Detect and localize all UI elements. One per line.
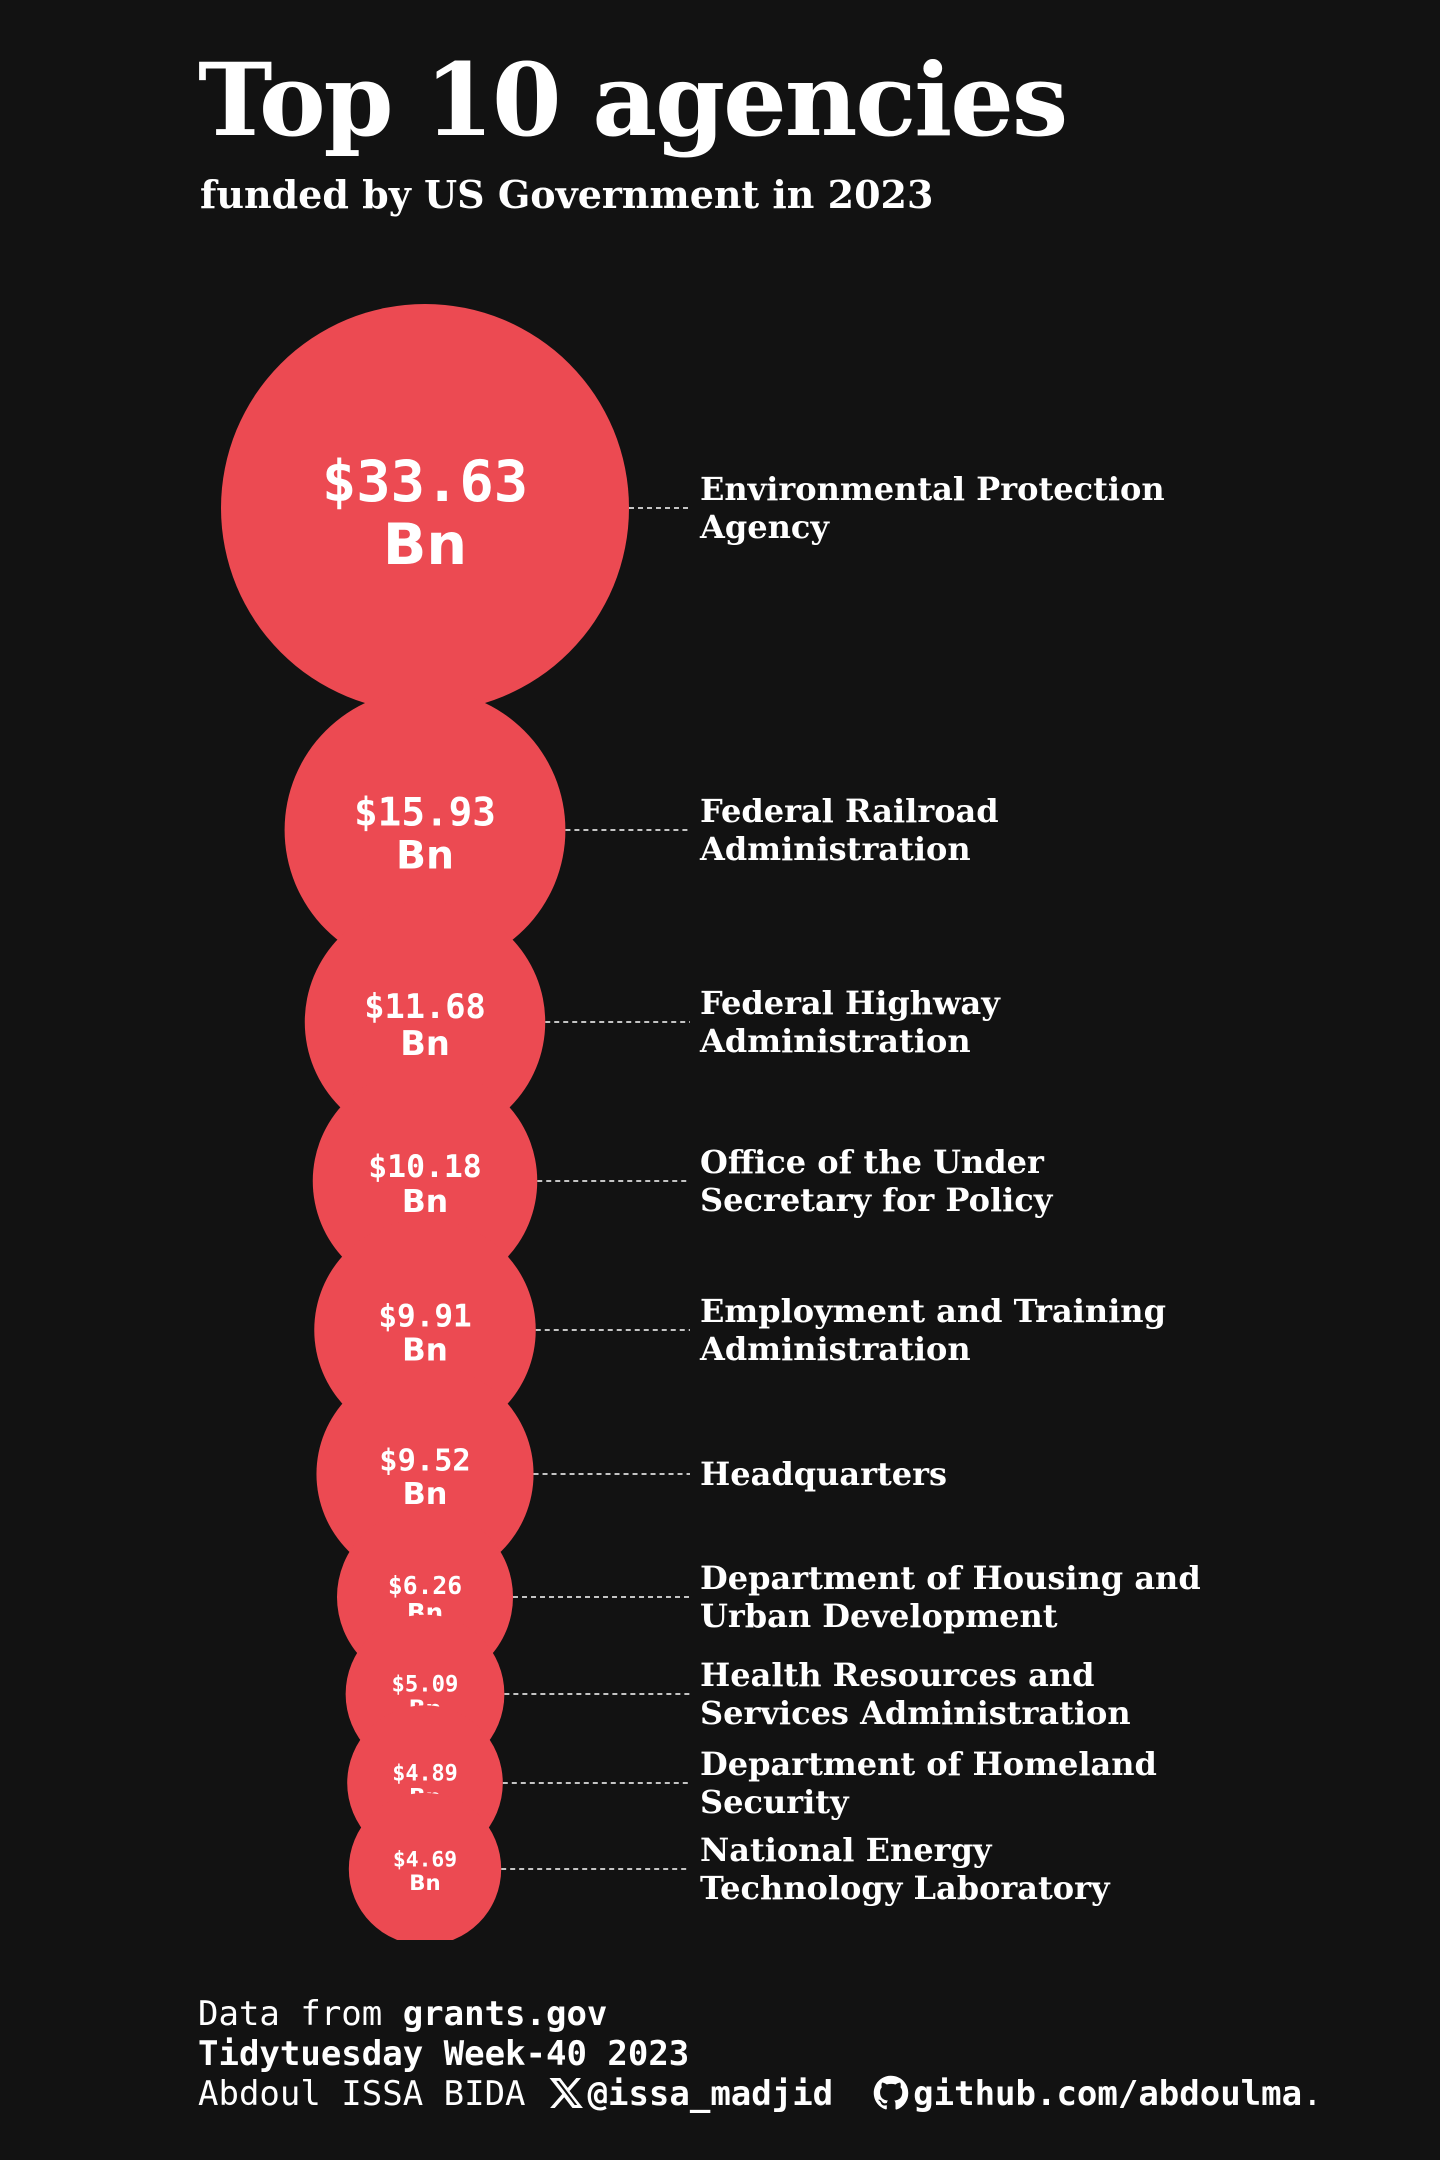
agency-label-line: Secretary for Policy xyxy=(700,1181,1054,1219)
bubble-unit-label: Bn xyxy=(403,1477,448,1512)
bubble-value-label: $10.18 xyxy=(368,1149,481,1185)
agency-label: Department of Homeland Security xyxy=(700,1745,1157,1821)
footer-credits: Abdoul ISSA BIDA @issa_madjid github.com… xyxy=(198,2074,1323,2114)
agency-label: Environmental Protection Agency xyxy=(699,470,1165,546)
bubble-value-label: $9.91 xyxy=(378,1298,471,1334)
source-link[interactable]: grants.gov xyxy=(402,1994,608,2034)
agency-label-line: Employment and Training xyxy=(700,1292,1166,1330)
agency-label: Employment and Training Administration xyxy=(699,1292,1166,1368)
agency-label-line: Health Resources and xyxy=(700,1656,1094,1694)
agency-label-line: Office of the Under xyxy=(700,1143,1045,1181)
footer-event: Tidytuesday Week-40 2023 xyxy=(198,2034,1323,2074)
x-logo-icon xyxy=(548,2075,586,2113)
agency-label: Federal Railroad Administration xyxy=(699,792,999,868)
agency-label: National Energy Technology Laboratory xyxy=(700,1831,1111,1907)
bubble-unit-label: Bn xyxy=(402,1184,448,1220)
bubble-unit-label: Bn xyxy=(383,512,467,578)
bubble-value-label: $33.63 xyxy=(322,449,528,515)
bubble xyxy=(284,689,566,971)
footer-source: Data from grants.gov xyxy=(198,1994,1323,2034)
twitter-handle[interactable]: @issa_madjid xyxy=(587,2074,834,2114)
bubble-value-label: $15.93 xyxy=(354,790,496,835)
bubble-unit-label: Bn xyxy=(400,1024,450,1063)
agency-label-line: Agency xyxy=(699,508,830,546)
chart-subtitle: funded by US Government in 2023 xyxy=(200,172,934,217)
event-label: Tidytuesday Week-40 2023 xyxy=(198,2034,690,2074)
bubble xyxy=(221,304,629,712)
agency-label-line: National Energy xyxy=(700,1831,993,1869)
agency-label-line: Federal Highway xyxy=(700,984,1001,1022)
agency-label: Department of Housing and Urban Developme… xyxy=(700,1559,1201,1635)
source-prefix: Data from xyxy=(198,1994,403,2034)
agency-label-line: Technology Laboratory xyxy=(700,1869,1111,1907)
bubble xyxy=(304,901,546,1143)
agency-label-line: Administration xyxy=(699,1330,971,1368)
agency-label-line: Department of Housing and xyxy=(700,1559,1201,1597)
agency-label-line: Headquarters xyxy=(700,1455,947,1493)
agency-label-line: Services Administration xyxy=(700,1694,1131,1732)
agency-label: Health Resources and Services Administrat… xyxy=(700,1656,1131,1732)
bubble-unit-label: Bn xyxy=(396,834,454,879)
agency-label: Headquarters xyxy=(700,1455,947,1493)
github-suffix: . xyxy=(1302,2074,1323,2114)
bubble-unit-label: Bn xyxy=(409,1871,440,1896)
agency-label-line: Environmental Protection xyxy=(700,470,1165,508)
agency-label-line: Security xyxy=(700,1783,850,1821)
chart-title: Top 10 agencies xyxy=(198,41,1068,159)
bubble-unit-label: Bn xyxy=(402,1332,448,1368)
agency-label: Office of the Under Secretary for Policy xyxy=(700,1143,1054,1219)
bubble-value-label: $9.52 xyxy=(379,1443,470,1478)
github-link[interactable]: github.com/abdoulma xyxy=(913,2074,1303,2114)
agency-label: Federal Highway Administration xyxy=(699,984,1001,1060)
bubble-value-label: $4.89 xyxy=(392,1761,458,1786)
bubble-value-label: $11.68 xyxy=(364,987,486,1026)
author-name: Abdoul ISSA BIDA xyxy=(198,2074,526,2114)
footer: Data from grants.gov Tidytuesday Week-40… xyxy=(198,1994,1323,2114)
agency-label-line: Federal Railroad xyxy=(700,792,999,830)
bubble-value-label: $6.26 xyxy=(388,1571,462,1600)
agency-label-line: Department of Homeland xyxy=(700,1745,1157,1783)
agency-label-line: Administration xyxy=(699,830,971,868)
bubble xyxy=(348,1792,502,1940)
bubble-value-label: $4.69 xyxy=(393,1847,457,1872)
agency-label-line: Administration xyxy=(699,1022,971,1060)
bubble-value-label: $5.09 xyxy=(392,1671,459,1697)
agency-label-line: Urban Development xyxy=(700,1597,1058,1635)
github-logo-icon xyxy=(873,2075,911,2113)
